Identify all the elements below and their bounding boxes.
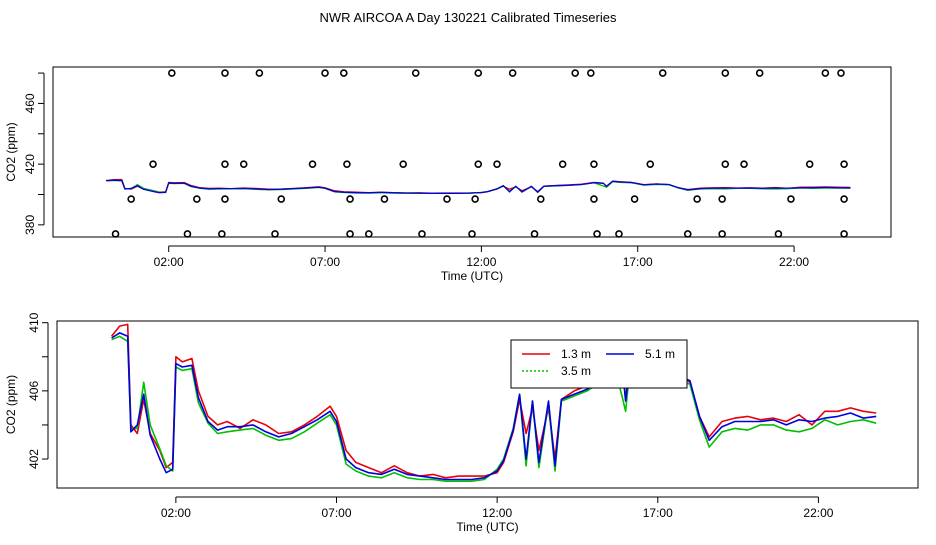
- top-panel-point-marker: [530, 230, 539, 238]
- top-panel-point-marker: [343, 160, 351, 168]
- top-panel-y-tick-label: 380: [23, 215, 37, 235]
- legend: 1.3 m 3.5 m 5.1 m: [510, 339, 688, 389]
- bottom-panel-x-tick-label: 02:00: [161, 506, 191, 520]
- bottom-panel-y-tick-label: 406: [27, 381, 41, 401]
- series-line-13m: [110, 323, 877, 479]
- top-panel-point-marker: [840, 230, 848, 238]
- top-panel-point-marker: [127, 195, 135, 203]
- top-panel-point-marker: [755, 69, 764, 77]
- top-panel-point-marker: [587, 69, 595, 77]
- top-panel-point-marker: [183, 230, 192, 238]
- top-panel-point-marker: [646, 160, 655, 168]
- top-panel-x-tick-label: 22:00: [779, 255, 809, 269]
- top-panel-point-marker: [474, 69, 483, 77]
- top-panel-point-marker: [615, 230, 623, 238]
- legend-label: 5.1 m: [645, 347, 675, 361]
- series-line-35m: [111, 335, 877, 483]
- top-panel-point-marker: [508, 69, 517, 77]
- chart-title: NWR AIRCOA A Day 130221 Calibrated Times…: [320, 10, 617, 25]
- bottom-panel-x-axis-title: Time (UTC): [456, 520, 518, 534]
- top-panel-point-marker: [271, 230, 279, 238]
- top-panel-y-tick-label: 420: [23, 154, 37, 174]
- top-panel-series-line-51m: [106, 179, 851, 194]
- top-panel-point-marker: [399, 160, 408, 168]
- bottom-panel-y-axis-title: CO2 (ppm): [4, 375, 18, 434]
- bottom-panel-x-tick-label: 07:00: [321, 506, 351, 520]
- top-panel-point-marker: [193, 195, 201, 203]
- top-panel-y-tick-label: 460: [23, 93, 37, 113]
- legend-label: 3.5 m: [561, 364, 591, 378]
- series-line-51m: [111, 332, 877, 481]
- top-panel-point-marker: [411, 69, 420, 77]
- top-panel-point-marker: [571, 69, 579, 77]
- top-panel-x-tick-label: 02:00: [154, 255, 184, 269]
- top-panel-point-marker: [840, 160, 848, 168]
- top-panel-point-marker: [168, 69, 176, 77]
- top-panel-point-marker: [339, 69, 348, 77]
- bottom-panel-plot-frame: [56, 320, 919, 489]
- top-panel-series-line-35m: [106, 179, 851, 195]
- bottom-panel-y-tick-label: 410: [27, 312, 41, 332]
- top-panel-point-marker: [740, 160, 748, 168]
- top-panel-point-marker: [721, 69, 730, 77]
- top-panel-plot-frame: [52, 66, 892, 238]
- top-panel-point-marker: [590, 160, 598, 168]
- top-panel-x-tick-label: 07:00: [310, 255, 340, 269]
- top-panel-point-marker: [787, 195, 795, 203]
- top-panel-point-marker: [277, 195, 286, 203]
- top-panel-point-marker: [837, 69, 845, 77]
- top-panel-point-marker: [558, 160, 567, 168]
- top-panel-point-marker: [683, 230, 692, 238]
- top-panel-point-marker: [593, 230, 601, 238]
- top-panel-point-marker: [493, 160, 501, 168]
- top-panel-x-tick-label: 17:00: [623, 255, 653, 269]
- top-panel-point-marker: [346, 195, 354, 203]
- bottom-panel: 02:00 07:00 12:00 17:00 22:00 Time (UTC) 402 40…: [4, 312, 919, 534]
- legend-box: [510, 339, 688, 389]
- top-panel-point-marker: [468, 230, 476, 238]
- top-panel-point-marker: [255, 69, 264, 77]
- top-panel-point-marker: [721, 160, 730, 168]
- bottom-panel-x-tick-label: 17:00: [643, 506, 673, 520]
- bottom-panel-y-tick-label: 402: [27, 449, 41, 469]
- top-panel-y-axis-title: CO2 (ppm): [4, 122, 18, 181]
- top-panel-x-axis-title: Time (UTC): [441, 269, 503, 283]
- top-panel-point-marker: [658, 69, 667, 77]
- top-panel-point-marker: [590, 195, 598, 203]
- legend-label: 1.3 m: [561, 347, 591, 361]
- top-panel-point-marker: [221, 195, 229, 203]
- top-panel-point-marker: [221, 69, 229, 77]
- top-panel: 02:00 07:00 12:00 17:00 22:00 Time (UTC) 380 42…: [4, 66, 892, 283]
- top-panel-point-marker: [149, 160, 157, 168]
- top-panel-point-marker: [221, 160, 229, 168]
- top-panel-point-marker: [380, 195, 389, 203]
- top-panel-x-tick-label: 12:00: [466, 255, 496, 269]
- top-panel-point-marker: [365, 230, 373, 238]
- top-panel-point-marker: [630, 195, 639, 203]
- top-panel-point-marker: [321, 69, 329, 77]
- top-panel-point-marker: [693, 195, 701, 203]
- top-panel-point-marker: [471, 195, 479, 203]
- top-panel-point-marker: [718, 195, 726, 203]
- top-panel-point-marker: [774, 230, 783, 238]
- top-panel-point-marker: [346, 230, 354, 238]
- top-panel-series-line-13m: [106, 178, 851, 194]
- bottom-panel-x-tick-label: 12:00: [482, 506, 512, 520]
- top-panel-point-marker: [821, 69, 830, 77]
- bottom-panel-x-tick-label: 22:00: [803, 506, 833, 520]
- top-panel-point-marker: [239, 160, 248, 168]
- top-panel-point-marker: [308, 160, 317, 168]
- top-panel-point-marker: [805, 160, 814, 168]
- top-panel-point-marker: [474, 160, 483, 168]
- top-panel-point-marker: [111, 230, 120, 238]
- top-panel-point-marker: [840, 195, 848, 203]
- top-panel-point-marker: [443, 195, 451, 203]
- top-panel-point-marker: [418, 230, 426, 238]
- top-panel-point-marker: [718, 230, 726, 238]
- top-panel-point-marker: [536, 195, 545, 203]
- top-panel-point-marker: [218, 230, 226, 238]
